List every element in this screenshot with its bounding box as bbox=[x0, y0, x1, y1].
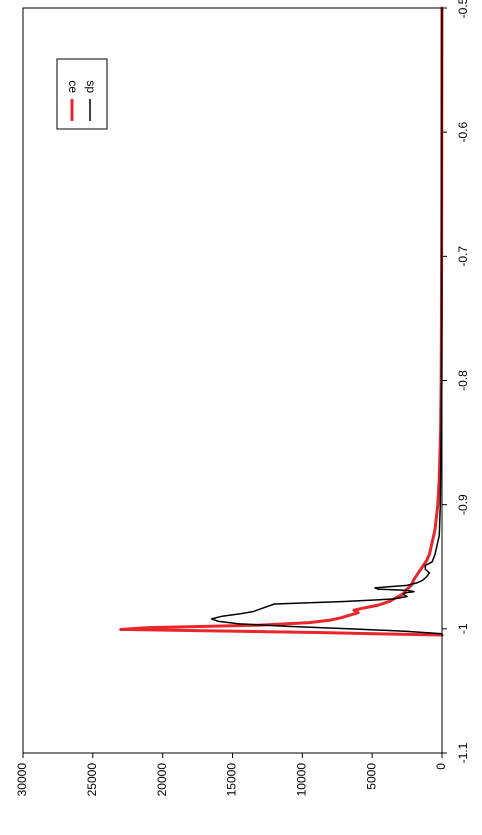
legend: ce sp bbox=[56, 58, 108, 130]
plot-area-frame bbox=[22, 7, 443, 754]
y-tick-label: 0 bbox=[434, 763, 448, 770]
x-tick-label: -0.7 bbox=[456, 246, 470, 267]
series-line-sp bbox=[210, 7, 443, 635]
x-tick-label: -1.1 bbox=[456, 742, 470, 763]
y-tick-label: 20000 bbox=[155, 763, 169, 797]
legend-label-ce: ce bbox=[66, 80, 80, 93]
x-tick-label: -0.6 bbox=[456, 122, 470, 143]
series-lines bbox=[119, 6, 444, 637]
y-tick-label: 30000 bbox=[15, 763, 29, 797]
x-tick-label: -0.8 bbox=[456, 370, 470, 391]
y-tick-label: 10000 bbox=[295, 763, 309, 797]
axis-ticks: -1.1 -1 -0.9 -0.8 -0.7 -0.6 -0.5 0 5000 10000 1500… bbox=[15, 0, 470, 796]
y-tick-label: 15000 bbox=[225, 763, 239, 797]
x-tick-label: -0.9 bbox=[456, 494, 470, 515]
x-tick-label: -1 bbox=[456, 623, 470, 634]
legend-label-sp: sp bbox=[84, 80, 98, 93]
y-tick-label: 5000 bbox=[364, 763, 378, 790]
legend-box bbox=[56, 58, 108, 130]
y-tick-label: 25000 bbox=[85, 763, 99, 797]
x-tick-label: -0.5 bbox=[456, 0, 470, 18]
